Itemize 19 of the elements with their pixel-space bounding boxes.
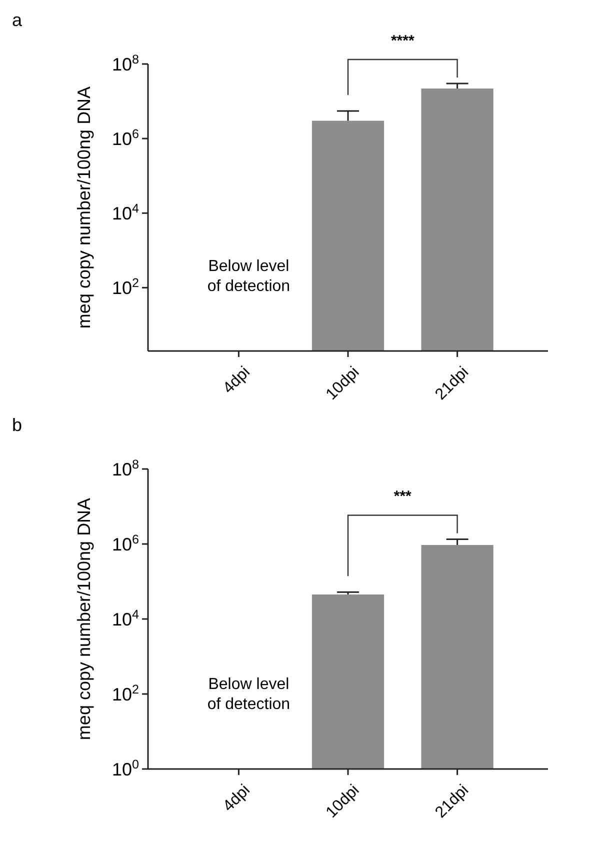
y-tick-label: 10$^{0}$: [112, 757, 139, 780]
y-tick-label: 10$^{8}$: [112, 457, 139, 480]
y-tick-label: 10$^{4}$: [112, 201, 139, 224]
y-tick-label: 10$^{8}$: [112, 52, 139, 74]
chart-title: a: [12, 10, 23, 30]
y-tick-label: 10$^{4}$: [112, 607, 139, 630]
y-axis-title: meq copy number/100ng DNA: [74, 498, 94, 740]
annotation: Below level of detection: [207, 676, 290, 713]
annotation: Below level of detection: [207, 258, 290, 295]
chart-title: b: [12, 415, 22, 435]
y-tick-label: 10$^{6}$: [112, 532, 139, 554]
y-tick-label: 10$^{2}$: [112, 276, 139, 298]
annotation: ***: [394, 488, 412, 506]
x-tick-label: 4dpi: [220, 782, 254, 816]
text: ****: [390, 32, 414, 50]
y-tick-label: 10$^{2}$: [112, 682, 139, 704]
y-axis-title: meq copy number/100ng DNA: [74, 86, 94, 329]
x-tick-label: 4dpi: [220, 364, 254, 398]
y-tick-label: 10$^{6}$: [112, 126, 139, 149]
